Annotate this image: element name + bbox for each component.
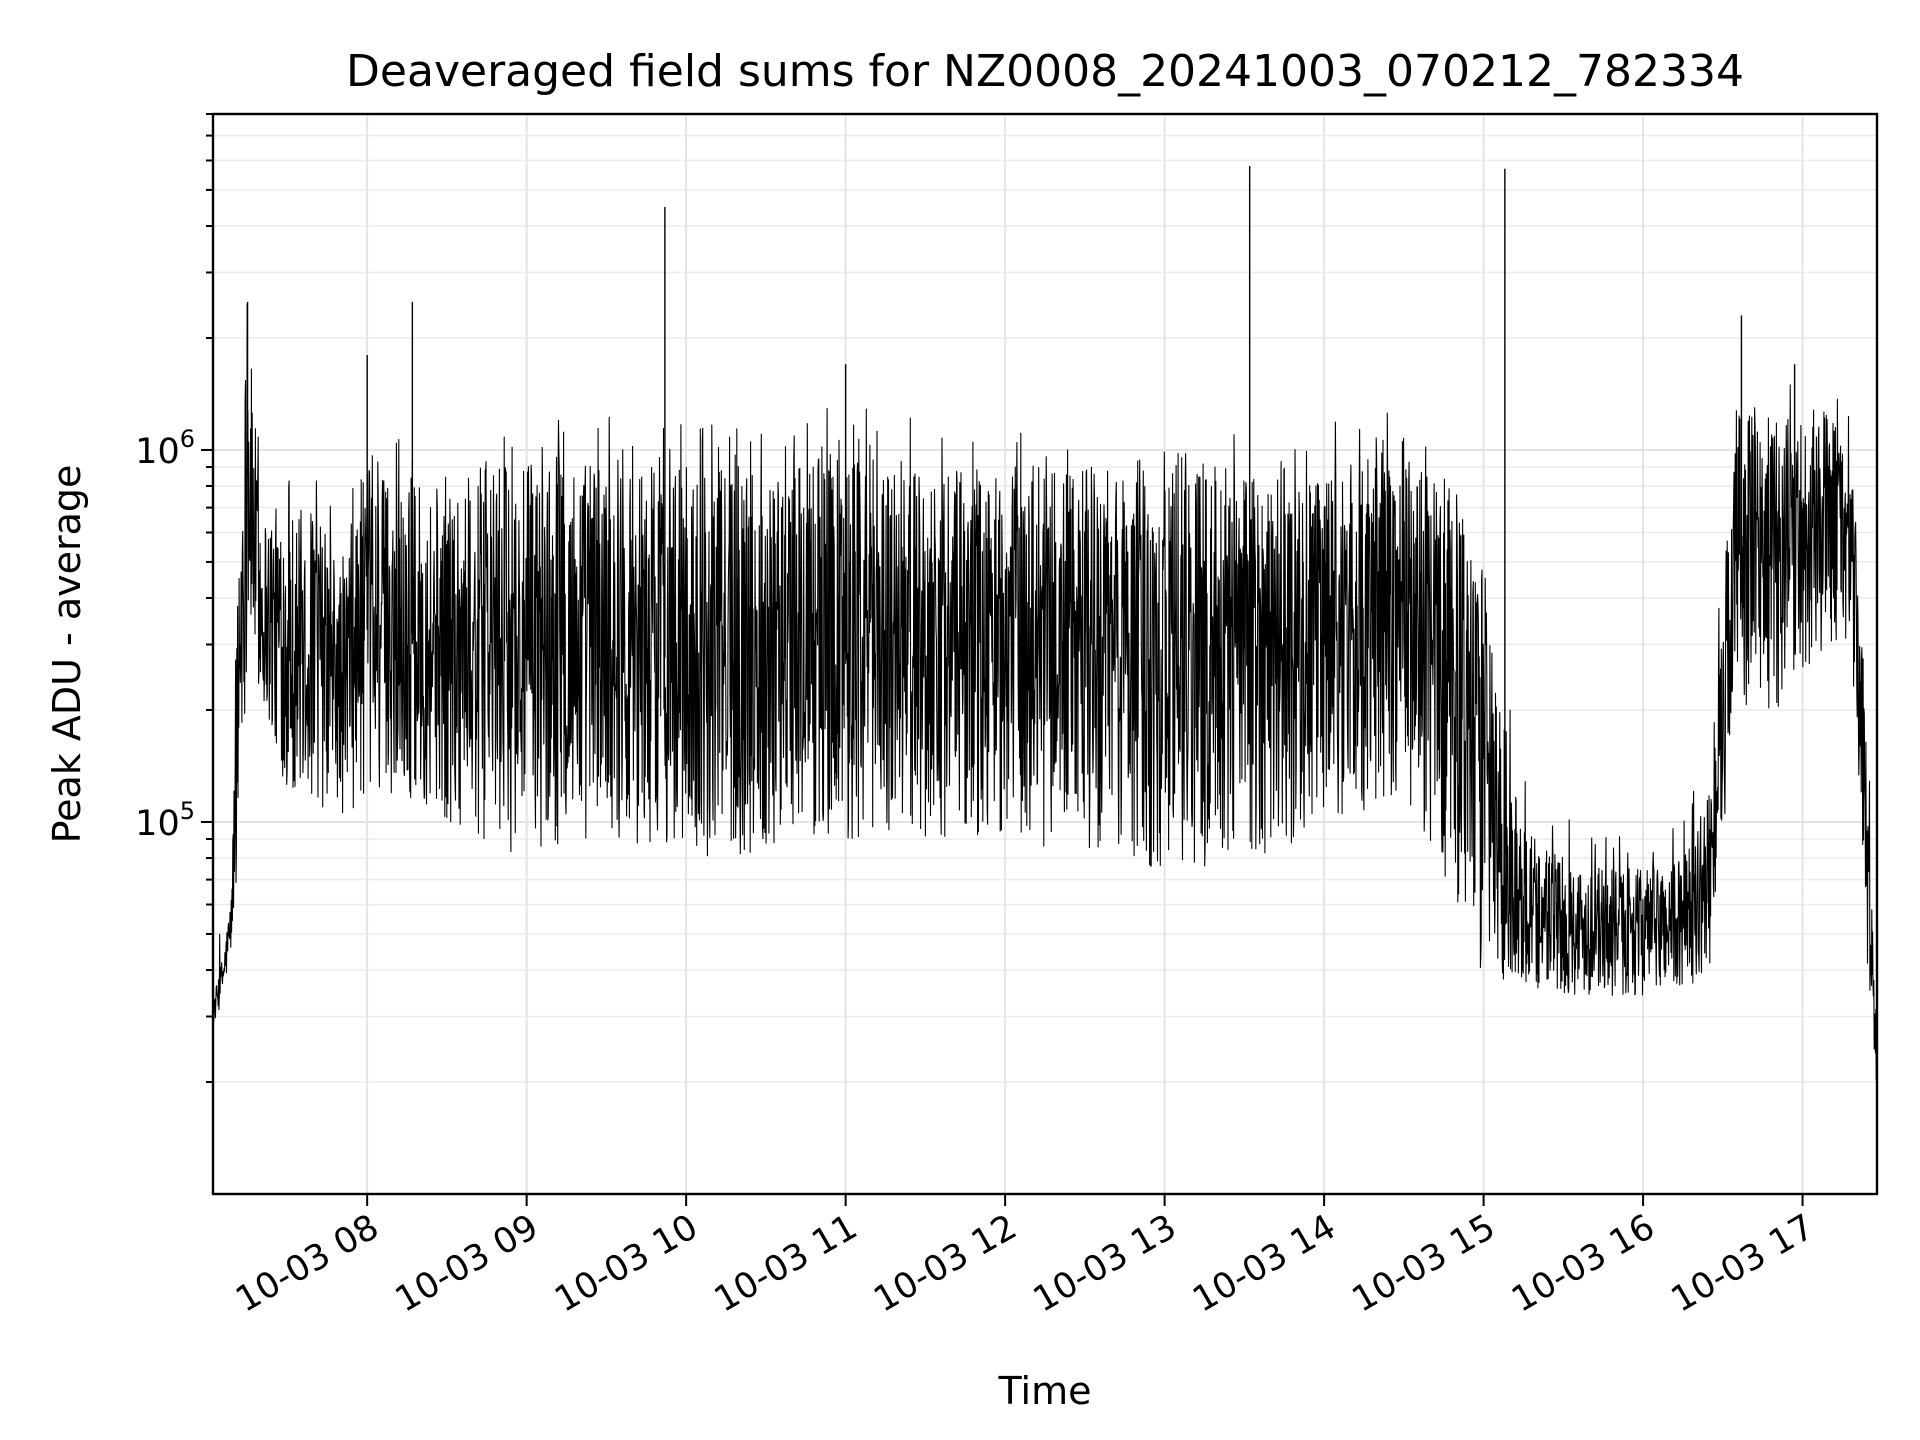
y-tick-label: 105	[135, 797, 195, 844]
x-axis-label: Time	[998, 1369, 1092, 1413]
y-axis: 105 106	[135, 113, 213, 1084]
x-tick-label: 10-03 08	[229, 1207, 385, 1320]
series-line	[212, 303, 1878, 1081]
x-tick-label: 10-03 09	[389, 1207, 545, 1320]
x-tick-label: 10-03 12	[867, 1207, 1023, 1320]
x-tick-label: 10-03 13	[1027, 1207, 1183, 1320]
x-tick-label: 10-03 16	[1505, 1207, 1661, 1320]
x-tick-label: 10-03 15	[1346, 1207, 1502, 1320]
x-tick-label: 10-03 10	[548, 1207, 704, 1320]
plot-frame	[211, 112, 1879, 1196]
series-layer	[212, 165, 1878, 1081]
y-tick-label: 106	[135, 425, 195, 472]
x-tick-label: 10-03 14	[1186, 1207, 1342, 1320]
x-axis: 10-03 08 10-03 09 10-03 10 10-03 11 10-03 12…	[229, 1194, 1821, 1320]
x-tick-label: 10-03 17	[1665, 1207, 1821, 1320]
x-tick-label: 10-03 11	[708, 1207, 864, 1320]
chart-title: Deaveraged field sums for NZ0008_2024100…	[346, 46, 1744, 97]
y-axis-label: Peak ADU - average	[45, 465, 89, 844]
